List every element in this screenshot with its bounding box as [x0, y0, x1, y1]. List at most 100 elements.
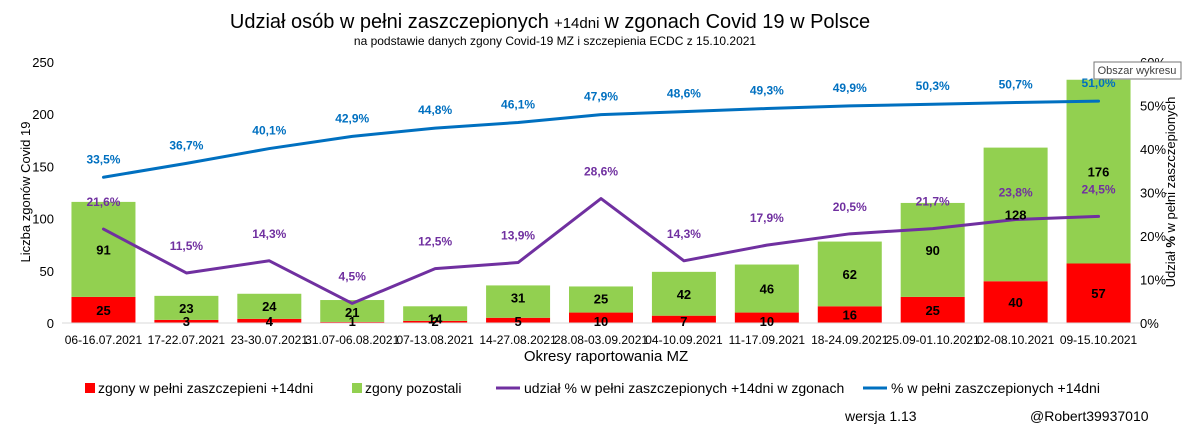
bar-label-vaccinated: 25: [96, 303, 110, 318]
y-axis-right-title-pre: Udział: [1163, 248, 1178, 288]
legend-item: udział % w pełni zaszczepionych +14dni w…: [496, 380, 844, 396]
line-label-vaccinated-share: 48,6%: [667, 87, 701, 101]
y-axis-right-title-pct: %: [1163, 236, 1178, 248]
line-series: [101, 99, 1101, 305]
x-tick-label: 07-13.08.2021: [396, 333, 474, 347]
x-axis-title: Okresy raportowania MZ: [524, 348, 688, 365]
y-tick-right-label: 10%: [1140, 273, 1166, 288]
x-tick-label: 11-17.09.2021: [729, 333, 806, 347]
bar-label-vaccinated: 57: [1091, 286, 1105, 301]
bar-label-others: 46: [760, 282, 774, 297]
x-tick-label: 09-15.10.2021: [1060, 333, 1138, 347]
bar-label-vaccinated: 2: [432, 314, 439, 329]
x-tick-label: 18-24.09.2021: [811, 333, 889, 347]
line-label-share-in-deaths: 4,5%: [339, 269, 367, 283]
y-tick-left-label: 50: [40, 264, 54, 279]
bar-others: [983, 147, 1048, 282]
legend-label: zgony w pełni zaszczepieni +14dni: [98, 380, 313, 396]
bar-vaccinated: [237, 318, 302, 323]
bar-label-others: 23: [179, 301, 193, 316]
bar-label-others: 24: [262, 299, 277, 314]
y-axis-right-title: Udział % w pełni zaszczepionych: [1163, 97, 1178, 288]
x-tick-label: 02-08.10.2021: [977, 333, 1055, 347]
bar-label-others: 21: [345, 305, 359, 320]
bar-vaccinated: [651, 315, 716, 323]
bar-vaccinated: [403, 320, 468, 323]
line-vaccinated-share: [101, 99, 1101, 179]
bar-label-vaccinated: 10: [760, 314, 774, 329]
bar-data-labels: 25 91 323 424 121 214 5 31 10 25 7 42 10 46 16 62 25 90 40…: [96, 165, 1109, 329]
line-label-share-in-deaths: 24,5%: [1082, 182, 1116, 196]
line-label-vaccinated-share: 49,9%: [833, 81, 867, 95]
legend-swatch: [85, 383, 95, 393]
y-tick-left-label: 0: [47, 316, 54, 331]
bar-label-others: 91: [96, 242, 110, 257]
bar-label-vaccinated: 25: [925, 303, 939, 318]
bar-label-others: 90: [925, 243, 939, 258]
chart-title: Udział osób w pełni zaszczepionych +14dni…: [230, 11, 870, 33]
bar-label-vaccinated: 16: [843, 308, 857, 323]
bar-others: [403, 306, 468, 321]
y-tick-right-label: 30%: [1140, 186, 1166, 201]
line-label-vaccinated-share: 49,3%: [750, 84, 784, 98]
y-axis-left-title: Liczba zgonów Covid 19: [18, 122, 33, 263]
bar-others: [71, 201, 136, 297]
bar-label-others: 25: [594, 291, 608, 306]
line-label-vaccinated-share: 46,1%: [501, 97, 535, 111]
bar-label-vaccinated: 40: [1008, 295, 1022, 310]
y-tick-right-label: 40%: [1140, 142, 1166, 157]
line-label-vaccinated-share: 40,1%: [252, 124, 286, 138]
line-data-labels: 21,6% 11,5% 14,3% 4,5% 12,5% 13,9% 28,6% 14,3% 1…: [86, 76, 1115, 283]
bar-label-vaccinated: 7: [680, 314, 687, 329]
y-tick-left-label: 100: [32, 212, 54, 227]
y-tick-left-label: 200: [32, 107, 54, 122]
bar-label-others: 62: [843, 267, 857, 282]
y-tick-right-label: 50%: [1140, 99, 1166, 114]
tooltip: Obszar wykresu: [1093, 61, 1182, 80]
line-label-vaccinated-share: 50,3%: [916, 79, 950, 93]
bar-vaccinated: [154, 319, 219, 323]
bar-vaccinated: [983, 281, 1048, 323]
bar-others: [1066, 79, 1131, 264]
title-small: +14dni: [554, 15, 599, 32]
bar-label-others: 31: [511, 290, 525, 305]
legend-item: % w pełni zaszczepionych +14dni: [863, 380, 1100, 396]
bar-label-vaccinated: 5: [514, 314, 521, 329]
legend-label: udział % w pełni zaszczepionych +14dni w…: [524, 380, 844, 396]
legend-item: zgony pozostali: [352, 380, 462, 396]
x-tick-label: 28.08-03.09.2021: [554, 333, 648, 347]
bar-vaccinated: [486, 317, 551, 323]
line-label-vaccinated-share: 50,7%: [999, 77, 1033, 91]
bar-others: [154, 295, 219, 320]
bar-label-others: 128: [1005, 207, 1027, 222]
y-tick-right-label: 20%: [1140, 229, 1166, 244]
x-tick-label: 23-30.07.2021: [231, 333, 309, 347]
bar-label-others: 176: [1088, 165, 1110, 180]
bar-others: [237, 293, 302, 319]
bar-others: [900, 202, 965, 297]
x-tick-label: 04-10.09.2021: [645, 333, 723, 347]
bar-others: [734, 264, 799, 313]
bar-label-vaccinated: 10: [594, 314, 608, 329]
line-label-vaccinated-share: 47,9%: [584, 90, 618, 104]
line-label-share-in-deaths: 13,9%: [501, 229, 535, 243]
line-label-share-in-deaths: 28,6%: [584, 165, 618, 179]
footer-version: wersja 1.13: [844, 408, 917, 424]
line-share-in-deaths: [101, 197, 1101, 305]
bar-label-vaccinated: 4: [266, 314, 274, 329]
line-label-share-in-deaths: 23,8%: [999, 185, 1033, 199]
y-tick-right-label: 0%: [1140, 316, 1159, 331]
bar-vaccinated: [900, 296, 965, 323]
title-main: Udział osób w pełni zaszczepionych: [230, 11, 549, 33]
bar-label-others: 14: [428, 311, 443, 326]
x-tick-label: 17-22.07.2021: [148, 333, 226, 347]
bar-label-vaccinated: 1: [349, 314, 356, 329]
y-axis-right: 0%10%20%30%40%50%60%: [1140, 55, 1166, 331]
bar-vaccinated: [569, 312, 633, 323]
y-tick-left-label: 250: [32, 55, 54, 70]
bar-label-vaccinated: 3: [183, 314, 190, 329]
x-tick-label: 06-16.07.2021: [65, 333, 143, 347]
bar-others: [320, 300, 385, 322]
line-label-vaccinated-share: 51,0%: [1082, 76, 1116, 90]
